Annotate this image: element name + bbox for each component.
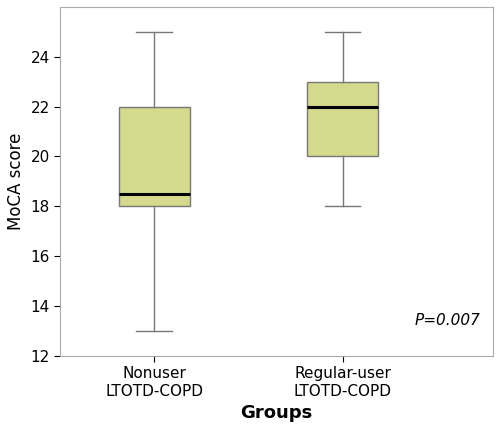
PathPatch shape <box>307 82 378 157</box>
PathPatch shape <box>118 106 190 206</box>
Y-axis label: MoCA score: MoCA score <box>7 133 25 230</box>
Text: P=0.007: P=0.007 <box>414 313 480 328</box>
X-axis label: Groups: Groups <box>240 404 313 422</box>
